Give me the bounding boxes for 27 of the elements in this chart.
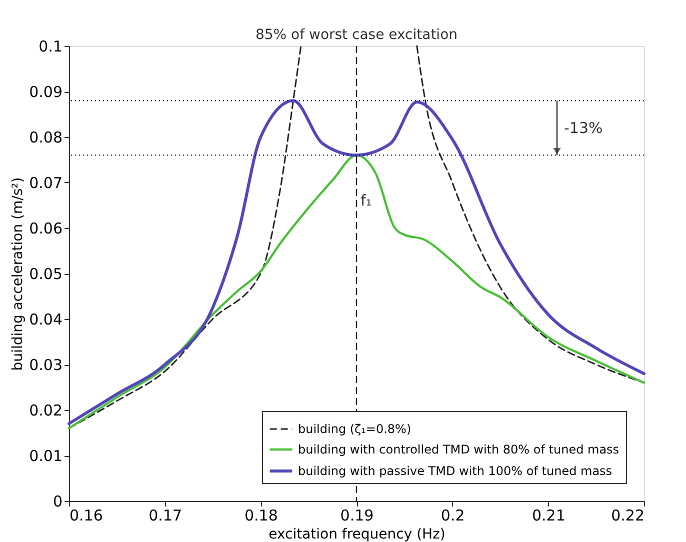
annotation: -13% — [564, 118, 603, 137]
x-axis-title: excitation frequency (Hz) — [268, 526, 446, 542]
x-tick-label: 0.21 — [532, 506, 566, 524]
x-tick-label: 0.2 — [440, 506, 465, 524]
y-tick-label: 0.07 — [29, 174, 62, 192]
legend-label: building with controlled TMD with 80% of tuned mass — [298, 442, 620, 456]
y-tick-label: 0.1 — [38, 38, 62, 56]
y-axis-title: building acceleration (m/s²) — [10, 177, 26, 371]
y-tick-label: 0.06 — [29, 220, 62, 238]
y-tick-label: 0.02 — [29, 402, 62, 420]
y-tick-label: 0.04 — [29, 310, 62, 328]
legend-label: building (ζ₁=0.8%) — [298, 422, 412, 436]
y-tick-label: 0.09 — [29, 83, 62, 101]
y-tick-label: 0 — [52, 492, 62, 510]
ref-line-label: 85% of worst case excitation — [255, 27, 458, 43]
x-tick-label: 0.17 — [148, 506, 182, 524]
x-tick-label: 0.22 — [611, 506, 644, 524]
y-tick-label: 0.01 — [29, 447, 62, 465]
legend-label: building with passive TMD with 100% of tuned mass — [298, 464, 612, 478]
line-series — [68, 99, 646, 426]
x-tick-label: 0.19 — [340, 506, 374, 524]
y-tick-label: 0.08 — [29, 128, 62, 146]
annotation: f₁ — [360, 192, 372, 210]
x-tick-label: 0.16 — [70, 506, 103, 524]
y-tick-label: 0.03 — [29, 356, 62, 374]
y-tick-label: 0.05 — [29, 265, 62, 283]
x-tick-label: 0.18 — [244, 506, 278, 524]
